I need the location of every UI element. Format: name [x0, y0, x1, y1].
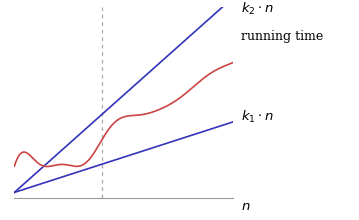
Text: $k_2 \cdot n$: $k_2 \cdot n$: [241, 1, 273, 17]
Text: running time: running time: [241, 29, 323, 42]
Text: $n$: $n$: [241, 200, 250, 213]
Text: $k_1 \cdot n$: $k_1 \cdot n$: [241, 109, 273, 125]
